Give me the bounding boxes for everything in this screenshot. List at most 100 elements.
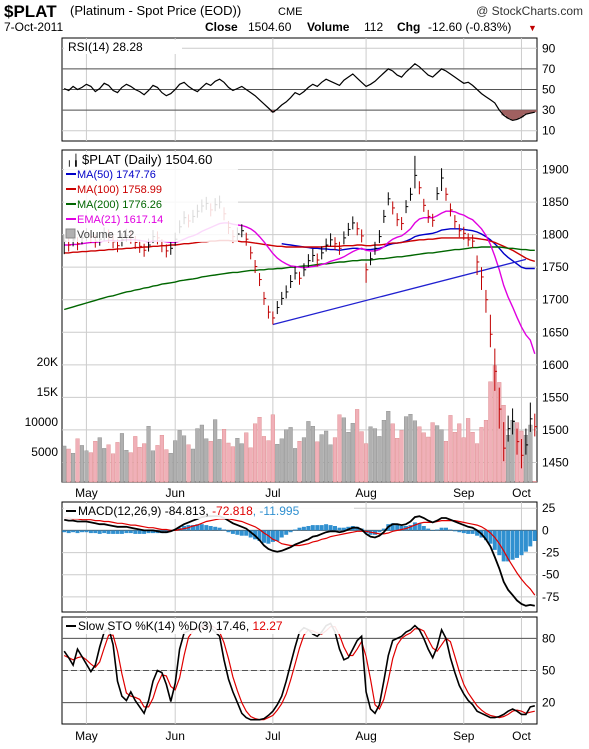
sto-d-line bbox=[63, 625, 535, 721]
volume-bar-50 bbox=[284, 429, 289, 483]
macd-legend-part-1: -72.818 bbox=[212, 504, 253, 518]
histogram-bar-29 bbox=[191, 525, 195, 531]
histogram-bar-41 bbox=[244, 530, 249, 536]
histogram-bar-61 bbox=[333, 526, 337, 531]
histogram-bar-59 bbox=[324, 524, 329, 531]
histogram-bar-48 bbox=[275, 530, 280, 541]
volume-bar-95 bbox=[483, 420, 489, 483]
volume-bar-37 bbox=[226, 442, 231, 483]
macd-legend-box bbox=[64, 504, 354, 519]
volume-bar-9 bbox=[102, 448, 107, 483]
rsi-oversold-fill bbox=[270, 110, 537, 121]
chart-date: 7-Oct-2011 bbox=[4, 20, 63, 34]
histogram-bar-95 bbox=[484, 530, 488, 541]
histogram-bar-15 bbox=[128, 530, 133, 534]
histogram-bar-0 bbox=[62, 530, 67, 533]
volume-bar-86 bbox=[443, 441, 449, 483]
histogram-bar-30 bbox=[195, 524, 200, 531]
price-tick-8: 1500 bbox=[542, 423, 569, 437]
sto-legend-box bbox=[64, 619, 360, 634]
macd-tick-2: -25 bbox=[542, 546, 560, 560]
volume-bar-82 bbox=[426, 436, 431, 483]
rsi-panel: 90 70 50 30 10 RSI(14) 28.28 bbox=[61, 37, 556, 142]
volume-bar-15 bbox=[128, 452, 133, 483]
rsi-tick-0: 90 bbox=[542, 41, 556, 55]
volume-bar-29 bbox=[190, 448, 196, 483]
volume-bar-32 bbox=[204, 438, 209, 483]
sto-legend-part-1: 12.27 bbox=[253, 619, 283, 633]
volume-bar-60 bbox=[328, 444, 333, 483]
rsi-tick-1: 70 bbox=[542, 62, 556, 76]
volume-bar-84 bbox=[435, 425, 440, 483]
volume-bar-49 bbox=[279, 438, 284, 483]
histogram-bar-5 bbox=[84, 530, 89, 533]
volume-bar-68 bbox=[364, 443, 369, 483]
histogram-bar-91 bbox=[466, 530, 471, 534]
histogram-bar-78 bbox=[408, 525, 413, 531]
histogram-bar-93 bbox=[475, 530, 480, 536]
histogram-bar-18 bbox=[142, 530, 147, 534]
histogram-bar-55 bbox=[306, 526, 311, 531]
volume-bar-22 bbox=[159, 435, 164, 483]
month-label-lower-5: Oct bbox=[512, 729, 531, 743]
volume-bar-36 bbox=[221, 429, 227, 483]
volume-bar-53 bbox=[297, 441, 302, 483]
price-tick-7: 1550 bbox=[542, 390, 569, 404]
volume-bar-83 bbox=[430, 422, 435, 483]
histogram-bar-8 bbox=[97, 530, 102, 534]
price-legend-title: $PLAT (Daily) 1504.60 bbox=[82, 152, 212, 167]
volume-bar-11 bbox=[110, 453, 116, 483]
histogram-bar-54 bbox=[301, 526, 306, 531]
volume-bar-58 bbox=[319, 434, 324, 483]
legend-volume-swatch bbox=[65, 228, 76, 239]
histogram-bar-75 bbox=[395, 524, 400, 531]
volume-label: Volume bbox=[307, 20, 350, 34]
volume-bar-106 bbox=[532, 481, 537, 483]
sto-legend: Slow STO %K(14) %D(3) 17.46, 12.27 bbox=[64, 619, 360, 634]
histogram-bar-7 bbox=[93, 530, 98, 534]
rsi-tick-3: 30 bbox=[542, 103, 556, 117]
rsi-tick-2: 50 bbox=[542, 83, 556, 97]
volume-bar-10 bbox=[106, 444, 111, 483]
histogram-bar-34 bbox=[213, 526, 218, 531]
histogram-bar-92 bbox=[470, 530, 475, 534]
volume-bar-5 bbox=[84, 450, 89, 483]
volume-bar-34 bbox=[213, 419, 218, 483]
volume-bar-80 bbox=[417, 426, 422, 483]
histogram-bar-42 bbox=[248, 530, 253, 538]
chart-description: (Platinum - Spot Price (EOD)) bbox=[70, 3, 241, 18]
volume-bar-77 bbox=[404, 416, 409, 483]
volume-bar-69 bbox=[368, 426, 373, 483]
month-label-upper-0: May bbox=[75, 486, 98, 500]
volume-bar-27 bbox=[181, 435, 187, 483]
sto-tick-0: 80 bbox=[542, 631, 556, 645]
histogram-bar-40 bbox=[239, 530, 244, 536]
histogram-bar-32 bbox=[204, 525, 209, 531]
volume-bar-24 bbox=[168, 453, 173, 483]
histogram-bar-52 bbox=[293, 529, 298, 531]
histogram-bar-71 bbox=[377, 530, 382, 533]
volume-bar-1 bbox=[66, 448, 71, 483]
volume-bar-26 bbox=[177, 430, 182, 483]
volume-value: 112 bbox=[364, 20, 383, 34]
volume-bar-76 bbox=[399, 430, 404, 483]
price-tick-3: 1750 bbox=[542, 260, 569, 274]
volume-bar-57 bbox=[315, 441, 320, 483]
volume-bar-31 bbox=[199, 424, 204, 483]
histogram-bar-57 bbox=[315, 525, 320, 531]
legend-ma200-line: MA(200) 1776.26 bbox=[77, 199, 162, 211]
volume-bar-7 bbox=[93, 441, 98, 483]
histogram-bar-44 bbox=[257, 530, 262, 541]
histogram-bar-89 bbox=[457, 530, 462, 533]
volume-bar-30 bbox=[195, 428, 200, 483]
watermark: @ StockCharts.com bbox=[476, 4, 583, 18]
volume-bar-71 bbox=[377, 436, 382, 483]
legend-volume: Volume 112 bbox=[77, 229, 134, 241]
macd-tick-3: -50 bbox=[542, 568, 560, 582]
histogram-bar-9 bbox=[102, 530, 107, 534]
volume-bar-73 bbox=[386, 411, 391, 483]
histogram-bar-4 bbox=[80, 530, 84, 533]
macd-tick-0: 25 bbox=[542, 501, 556, 515]
rsi-tick-4: 10 bbox=[542, 124, 556, 138]
